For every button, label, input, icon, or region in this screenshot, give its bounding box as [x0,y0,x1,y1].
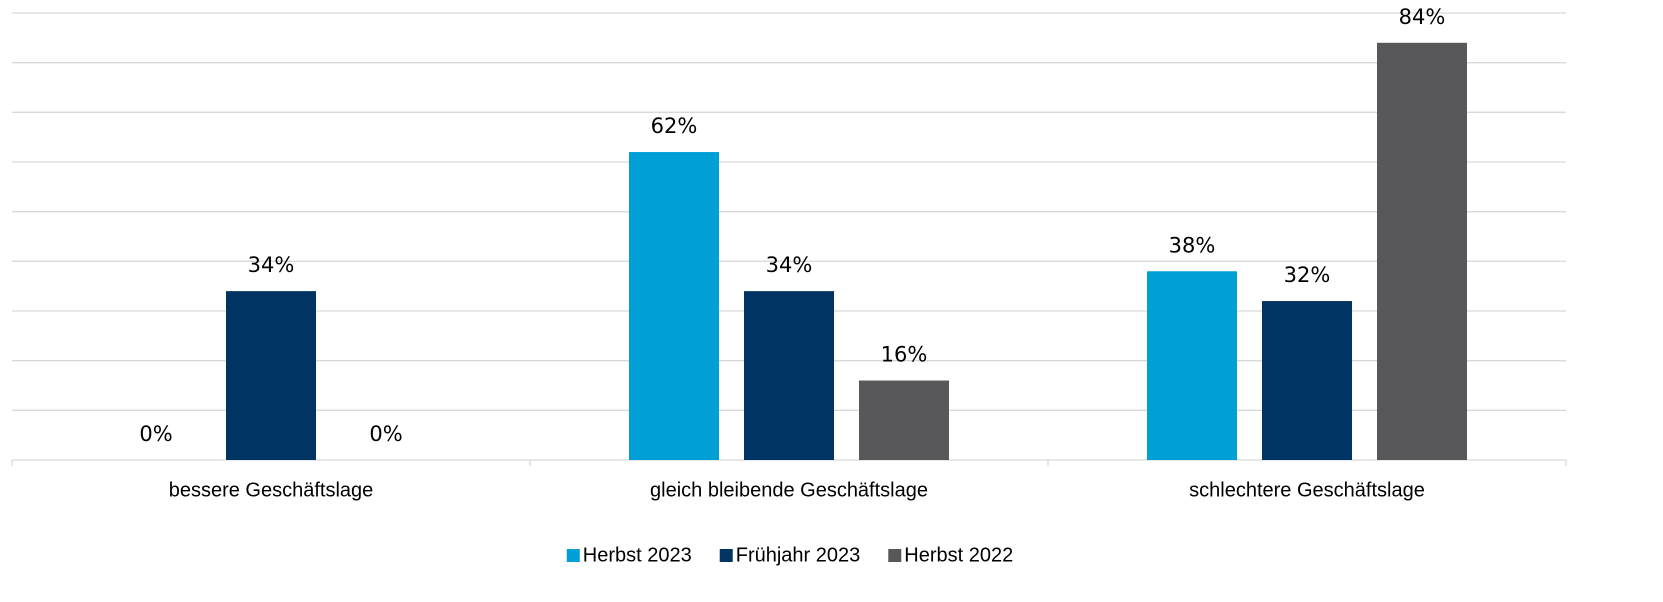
x-tick-label: bessere Geschäftslage [169,479,374,501]
data-label: 38% [1169,233,1216,257]
legend-swatch [719,549,733,562]
bar [1262,301,1352,460]
bar [1377,42,1467,461]
bar [744,291,834,460]
data-label: 62% [651,114,698,138]
bar [629,152,719,461]
data-label: 0% [139,422,172,446]
x-tick-label: schlechtere Geschäftslage [1189,479,1425,501]
legend-label: Herbst 2022 [904,544,1013,566]
bar [859,380,949,460]
legend-label: Herbst 2023 [583,544,692,566]
data-label: 34% [248,253,295,277]
bar [226,291,316,460]
data-label: 0% [369,422,402,446]
bar [1147,271,1237,460]
data-label: 34% [766,253,813,277]
data-label: 16% [881,343,928,367]
data-label: 84% [1399,5,1446,29]
x-tick-label: gleich bleibende Geschäftslage [650,479,928,501]
legend-swatch [888,549,902,562]
legend-swatch [566,549,580,562]
legend-label: Frühjahr 2023 [736,544,861,566]
data-label: 32% [1284,263,1331,287]
